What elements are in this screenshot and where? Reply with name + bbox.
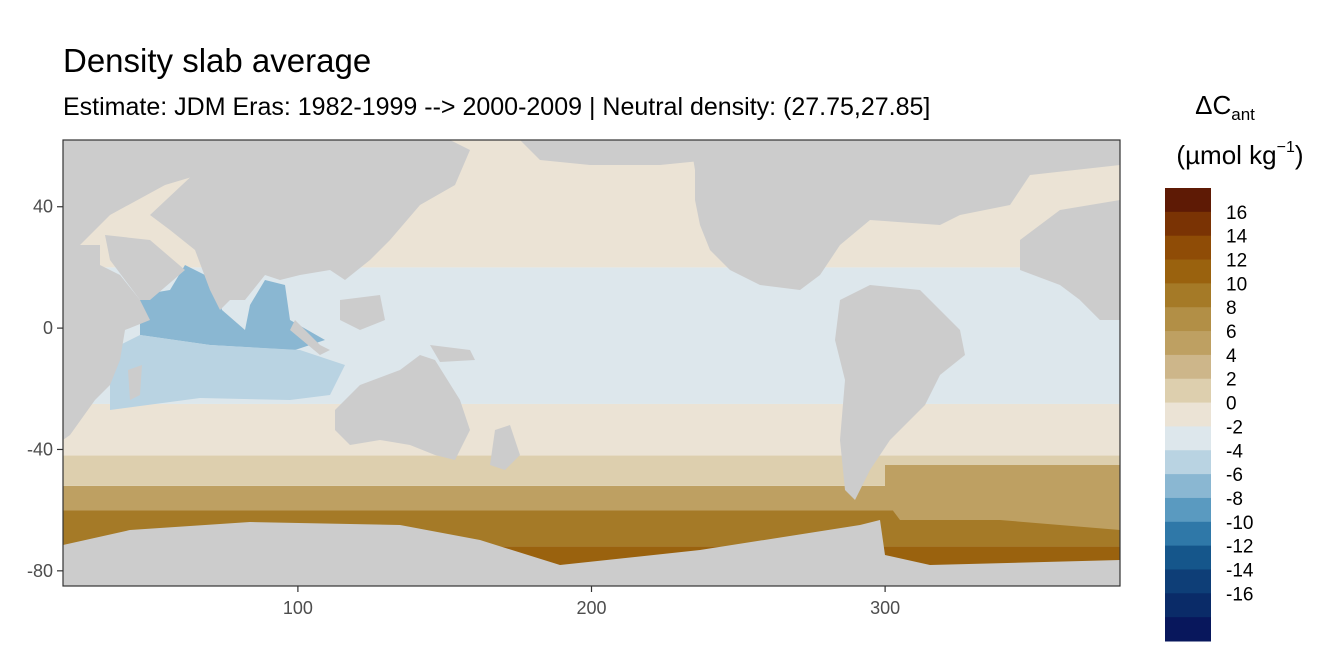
indian-ocean-tropics-region (110, 335, 345, 410)
legend-swatch (1165, 331, 1211, 356)
legend-label: 6 (1226, 322, 1237, 343)
legend-label: 2 (1226, 370, 1237, 391)
legend-label: 0 (1226, 394, 1237, 415)
legend-unit: (µmol kg−1) (1176, 139, 1303, 170)
band-4 (63, 403, 1120, 456)
indian-ocean-north-region (140, 265, 325, 350)
legend-label: -8 (1226, 489, 1243, 510)
legend-swatch (1165, 545, 1211, 570)
legend-swatch (1165, 235, 1211, 261)
land-arabia (105, 235, 185, 300)
legend-label: 8 (1226, 298, 1237, 319)
legend-label: -16 (1226, 584, 1253, 605)
legend-swatch (1165, 188, 1211, 213)
x-tick-label: 100 (283, 598, 313, 618)
legend-label: -6 (1226, 465, 1243, 486)
legend-swatch (1165, 569, 1211, 594)
legend-label: 4 (1226, 346, 1237, 367)
land-australia (335, 355, 470, 460)
legend-swatch (1165, 378, 1211, 404)
legend-swatch (1165, 450, 1211, 475)
legend-swatch (1165, 521, 1211, 547)
legend-colorbar (1165, 188, 1211, 642)
land-north-america (690, 140, 1120, 290)
legend-swatch (1165, 402, 1211, 427)
legend-swatch (1165, 593, 1211, 618)
land-greenland (1020, 140, 1110, 150)
legend-label: 12 (1226, 251, 1247, 272)
land-west-africa (1080, 300, 1120, 320)
legend-label: 14 (1226, 227, 1248, 248)
x-axis: 100 200 300 (283, 586, 900, 618)
land-alaska (520, 140, 720, 165)
y-axis: 40 0 -40 -80 (27, 197, 63, 581)
legend-label: -10 (1226, 513, 1253, 534)
delta-cant-regions (110, 265, 1120, 530)
land-new-zealand (490, 425, 520, 470)
legend-swatch (1165, 307, 1211, 332)
legend-label: -14 (1226, 560, 1254, 581)
legend-label: 10 (1226, 274, 1247, 295)
legend-swatch (1165, 259, 1211, 284)
legend-label: -2 (1226, 417, 1243, 438)
legend-swatch (1165, 474, 1211, 499)
south-atlantic-region (885, 465, 1120, 530)
legend-swatch (1165, 617, 1211, 642)
chart-subtitle: Estimate: JDM Eras: 1982-1999 --> 2000-2… (63, 93, 931, 121)
map-panel (63, 140, 1120, 586)
land-sumatra (290, 320, 330, 355)
land-africa-west (63, 140, 232, 245)
y-tick-label: 40 (33, 197, 53, 217)
legend-swatch (1165, 211, 1211, 237)
land-south-america (835, 285, 965, 500)
legend-label: -4 (1226, 441, 1243, 462)
land-europe (1020, 200, 1120, 320)
chart-title: Density slab average (63, 42, 372, 79)
land-india (195, 250, 250, 310)
land-africa (63, 245, 150, 440)
land-borneo (340, 295, 385, 330)
y-tick-label: 0 (43, 318, 53, 338)
land-antarctica (63, 520, 1120, 586)
legend-swatch (1165, 497, 1211, 523)
x-tick-label: 200 (576, 598, 606, 618)
land-new-guinea (430, 345, 475, 362)
legend-swatch (1165, 426, 1211, 451)
y-tick-label: -80 (27, 561, 53, 581)
x-tick-label: 300 (870, 598, 900, 618)
y-tick-label: -40 (27, 439, 53, 459)
land-mask (63, 140, 1120, 586)
legend-label: 16 (1226, 203, 1247, 224)
land-madagascar (128, 365, 142, 400)
legend-title: ΔCant (1195, 90, 1255, 124)
legend-swatch (1165, 283, 1211, 308)
legend-swatch (1165, 354, 1211, 380)
legend-label: -12 (1226, 537, 1253, 558)
